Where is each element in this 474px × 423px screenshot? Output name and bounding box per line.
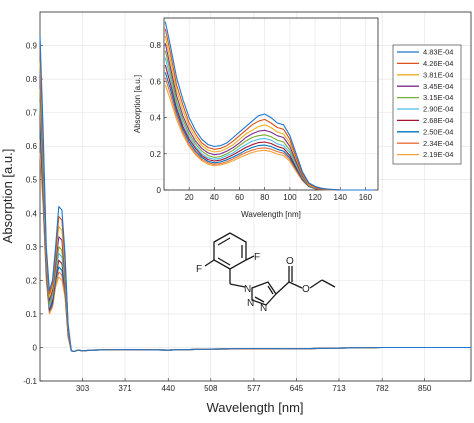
inset-x-tick-label: 60 [235, 193, 244, 202]
bond-ring-carbonyl [275, 281, 290, 295]
inset-x-tick-label: 100 [283, 193, 297, 202]
atom-label-f: F [196, 264, 202, 275]
atom-label-n: N [244, 284, 251, 295]
atom-label-f: F [254, 252, 260, 263]
inset-y-tick-label: 0.6 [150, 77, 162, 86]
main-x-tick-label: 782 [375, 384, 389, 393]
main-y-tick-label: 0.6 [26, 142, 38, 151]
aromatic-bond [217, 237, 231, 246]
triazole-ring [251, 281, 277, 306]
legend-entry-label: 2.34E-04 [423, 139, 453, 148]
inset-y-tick-label: 0 [157, 186, 162, 195]
main-y-tick-label: 0 [33, 343, 38, 352]
inset-series-line [164, 21, 375, 191]
main-x-tick-label: 645 [290, 384, 304, 393]
inset-y-tick-label: 0.2 [150, 150, 162, 159]
main-y-tick-label: 0.2 [26, 276, 38, 285]
inset-x-tick-labels: 20 40 60 80 100 120 140 160 [185, 193, 373, 202]
legend: 4.83E-04 4.26E-04 3.81E-04 3.45E-04 3.15E-04… [397, 48, 453, 159]
main-series-line [39, 35, 471, 353]
atom-label-o: O [302, 284, 310, 295]
main-x-tick-label: 577 [247, 384, 261, 393]
inset-y-tick-label: 0.4 [150, 114, 162, 123]
legend-entry-label: 2.19E-04 [423, 150, 453, 159]
bond-o-ethyl [309, 279, 323, 289]
main-x-tick-label: 303 [76, 384, 90, 393]
main-x-tick-label: 850 [418, 384, 432, 393]
main-y-tick-label: 0.3 [26, 243, 38, 252]
inset-background [164, 18, 378, 190]
main-x-tick-labels: 303 371 440 508 577 645 713 782 850 [76, 384, 432, 393]
inset-series-lines [164, 21, 375, 191]
inset-x-tick-label: 140 [334, 193, 348, 202]
legend-entry-label: 3.81E-04 [423, 70, 453, 79]
inset-y-axis-label: Absorption [a.u.] [133, 75, 142, 133]
main-y-tick-labels: -0.1 0 0.1 0.2 0.3 0.4 0.5 0.6 0.7 0.8 0.9 [23, 42, 37, 386]
aromatic-bond [217, 257, 231, 266]
inset-x-tick-label: 40 [210, 193, 219, 202]
legend-entry-label: 2.50E-04 [423, 127, 453, 136]
inset-y-tick-labels: 0 0.2 0.4 0.6 0.8 [150, 41, 162, 195]
bond-ethyl [321, 279, 336, 288]
legend-entry-label: 3.15E-04 [423, 93, 453, 102]
main-y-tick-label: 0.8 [26, 75, 38, 84]
legend-box [392, 44, 462, 165]
main-x-tick-label: 508 [204, 384, 218, 393]
legend-entry-label: 4.83E-04 [423, 48, 453, 57]
main-y-tick-label: 0.7 [26, 109, 38, 118]
bond-ch2-n [229, 283, 246, 288]
legend-entry-label: 2.68E-04 [423, 116, 453, 125]
main-y-tick-label: -0.1 [23, 377, 37, 386]
bond-c-o-ester [288, 281, 303, 289]
inset-x-tick-label: 20 [185, 193, 194, 202]
main-x-tick-label: 713 [332, 384, 346, 393]
inset-plot-frame [163, 17, 379, 191]
bond-c-f [245, 255, 255, 261]
bond-c-f [204, 259, 215, 267]
legend-entry-label: 3.45E-04 [423, 82, 453, 91]
molecule-atom-labels: F F N N N O O [196, 252, 310, 314]
main-y-axis-label: Absorption [a.u.] [0, 149, 15, 244]
legend-entry-label: 2.90E-04 [423, 105, 453, 114]
atom-label-n: N [247, 298, 254, 309]
main-y-tick-label: 0.5 [26, 176, 38, 185]
main-plot-frame [39, 11, 472, 382]
inset-x-tick-label: 160 [359, 193, 373, 202]
main-x-tick-label: 440 [162, 384, 176, 393]
inset-x-tick-label: 80 [260, 193, 269, 202]
legend-entry-label: 4.26E-04 [423, 59, 453, 68]
inset-y-tick-label: 0.8 [150, 41, 162, 50]
atom-label-n: N [260, 303, 267, 314]
triazole-double-bond [267, 285, 274, 295]
inset-x-axis-label: Wavelength [nm] [241, 210, 301, 219]
main-y-tick-label: 0.1 [26, 310, 38, 319]
atom-label-o: O [286, 256, 294, 267]
main-series-lines [39, 35, 471, 353]
main-y-tick-label: 0.9 [26, 42, 38, 51]
triazole-double-bond [254, 296, 265, 303]
main-x-tick-label: 371 [118, 384, 132, 393]
molecule-structure [204, 232, 336, 306]
main-y-tick-label: 0.4 [26, 209, 38, 218]
inset-x-tick-label: 120 [308, 193, 322, 202]
main-x-axis-label: Wavelength [nm] [206, 400, 303, 415]
